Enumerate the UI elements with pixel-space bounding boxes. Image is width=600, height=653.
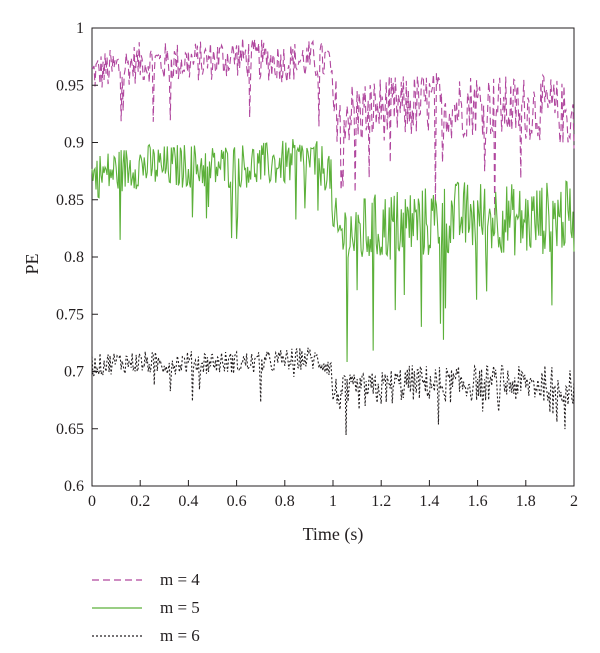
x-tick-label: 0.8 bbox=[275, 493, 295, 510]
x-tick-label: 1.4 bbox=[419, 493, 439, 510]
y-tick-label: 0.85 bbox=[56, 192, 84, 209]
y-tick-label: 0.6 bbox=[64, 478, 84, 495]
series-line-m5 bbox=[91, 139, 575, 363]
x-axis-label: Time (s) bbox=[303, 524, 364, 545]
y-tick-label: 0.9 bbox=[64, 135, 84, 152]
x-tick-label: 1.8 bbox=[516, 493, 536, 510]
legend-swatch-dotted bbox=[92, 635, 142, 637]
legend-label: m = 5 bbox=[160, 598, 200, 617]
legend-swatch-solid bbox=[92, 607, 142, 609]
y-tick-label: 0.7 bbox=[64, 364, 84, 381]
legend-item-m6: m = 6 bbox=[92, 622, 200, 650]
tick-layer: 0 0.2 0.4 0.6 0.8 1 1.2 1.4 1.6 1.8 2 0.6 0.65 0.7 0.7… bbox=[56, 20, 578, 510]
legend-swatch-dashed bbox=[92, 579, 142, 581]
y-tick-label: 0.65 bbox=[56, 421, 84, 438]
series-line-m4 bbox=[91, 38, 575, 218]
pe-line-chart: 0 0.2 0.4 0.6 0.8 1 1.2 1.4 1.6 1.8 2 0.6 0.65 0.7 0.7… bbox=[22, 20, 578, 545]
legend-label: m = 6 bbox=[160, 626, 200, 645]
y-axis-label: PE bbox=[22, 253, 42, 274]
plot-frame bbox=[91, 27, 575, 487]
legend-item-m4: m = 4 bbox=[92, 566, 200, 594]
x-tick-label: 0.2 bbox=[130, 493, 150, 510]
legend-label: m = 4 bbox=[160, 570, 200, 589]
y-tick-label: 0.8 bbox=[64, 249, 84, 266]
x-tick-label: 0.4 bbox=[178, 493, 198, 510]
series-layer bbox=[91, 38, 575, 436]
x-tick-label: 0 bbox=[88, 493, 96, 510]
x-tick-label: 1 bbox=[329, 493, 337, 510]
y-tick-label: 0.75 bbox=[56, 306, 84, 323]
x-tick-label: 1.6 bbox=[468, 493, 488, 510]
series-line-m6 bbox=[91, 347, 575, 436]
x-tick-label: 2 bbox=[570, 493, 578, 510]
x-tick-label: 1.2 bbox=[371, 493, 391, 510]
legend-item-m5: m = 5 bbox=[92, 594, 200, 622]
legend: m = 4 m = 5 m = 6 bbox=[92, 566, 200, 650]
y-tick-label: 1 bbox=[76, 20, 84, 37]
x-tick-label: 0.6 bbox=[227, 493, 247, 510]
y-tick-label: 0.95 bbox=[56, 77, 84, 94]
